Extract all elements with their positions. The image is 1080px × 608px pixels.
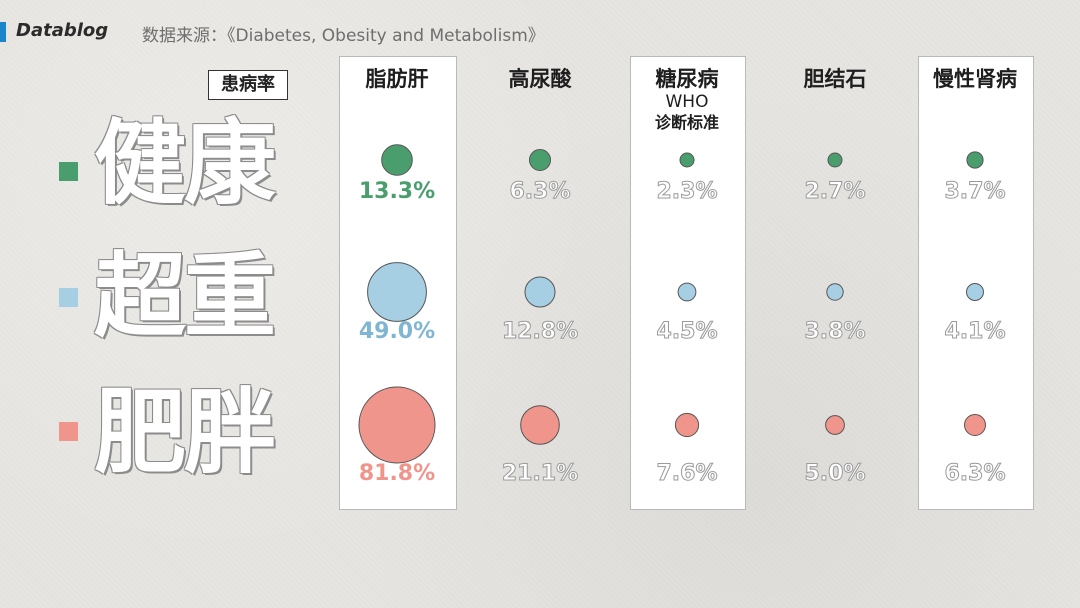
bubble bbox=[964, 414, 986, 436]
value-label: 6.3% bbox=[944, 461, 1005, 486]
value-label: 12.8% bbox=[502, 319, 578, 344]
value-label: 6.3% bbox=[509, 179, 570, 204]
bubble bbox=[674, 412, 700, 438]
column-header-hyperuricemia: 高尿酸 bbox=[480, 66, 600, 92]
value-label: 2.3% bbox=[656, 179, 717, 204]
data-source: 数据来源：《Diabetes, Obesity and Metabolism》 bbox=[142, 26, 545, 46]
column-title: 糖尿病 bbox=[655, 67, 719, 91]
brand-title: Datablog bbox=[16, 20, 109, 41]
column-subtitle-2: 诊断标准 bbox=[654, 113, 719, 132]
row-label-obese: 肥胖 bbox=[94, 379, 276, 486]
bubble bbox=[381, 144, 413, 176]
bubble bbox=[677, 282, 697, 302]
value-label: 3.8% bbox=[804, 319, 865, 344]
column-subtitle: WHO bbox=[665, 92, 709, 112]
column-header-ckd: 慢性肾病 bbox=[918, 66, 1032, 92]
value-label: 4.1% bbox=[944, 319, 1005, 344]
column-title: 胆结石 bbox=[803, 67, 867, 91]
value-label: 49.0% bbox=[359, 319, 435, 344]
bubble bbox=[826, 283, 844, 301]
brand-accent-bar bbox=[0, 22, 6, 42]
row-label-healthy: 健康 bbox=[94, 110, 276, 217]
bubble bbox=[966, 151, 984, 169]
value-label: 4.5% bbox=[656, 319, 717, 344]
bubble bbox=[520, 405, 560, 445]
value-label: 81.8% bbox=[359, 461, 435, 486]
column-title: 慢性肾病 bbox=[933, 67, 1017, 91]
prevalence-label: 患病率 bbox=[208, 70, 288, 100]
row-marker-overweight bbox=[59, 288, 78, 307]
bubble bbox=[524, 276, 556, 308]
bubble bbox=[367, 262, 427, 322]
bubble bbox=[529, 149, 551, 171]
value-label: 7.6% bbox=[656, 461, 717, 486]
column-header-gallstone: 胆结石 bbox=[775, 66, 895, 92]
bubble bbox=[966, 283, 984, 301]
column-header-diabetes: 糖尿病 WHO 诊断标准 bbox=[630, 66, 744, 134]
row-label-overweight: 超重 bbox=[94, 243, 276, 350]
row-marker-obese bbox=[59, 422, 78, 441]
value-label: 13.3% bbox=[359, 179, 435, 204]
bubble bbox=[827, 152, 843, 168]
value-label: 21.1% bbox=[502, 461, 578, 486]
bubble bbox=[679, 152, 695, 168]
value-label: 2.7% bbox=[804, 179, 865, 204]
column-title: 高尿酸 bbox=[508, 67, 572, 91]
column-header-fatty-liver: 脂肪肝 bbox=[339, 66, 455, 92]
value-label: 3.7% bbox=[944, 179, 1005, 204]
row-marker-healthy bbox=[59, 162, 78, 181]
column-title: 脂肪肝 bbox=[365, 67, 429, 91]
bubble bbox=[358, 386, 436, 464]
value-label: 5.0% bbox=[804, 461, 865, 486]
bubble bbox=[825, 415, 845, 435]
